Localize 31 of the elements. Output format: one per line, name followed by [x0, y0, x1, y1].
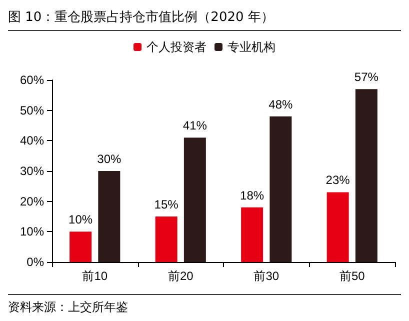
data-label: 41%: [182, 118, 208, 133]
text: 资料来源：上交所年鉴: [8, 294, 401, 316]
data-label: 57%: [354, 70, 379, 84]
y-tick-label: 0%: [26, 255, 44, 269]
y-tick-label: 20%: [20, 194, 44, 208]
data-label: 10%: [68, 212, 93, 227]
data-label: 23%: [326, 173, 350, 188]
bar: [70, 232, 92, 262]
data-label: 18%: [240, 188, 264, 202]
bar: [326, 192, 349, 262]
data-label: 48%: [268, 97, 294, 112]
bar: [355, 89, 378, 262]
y-tick-label: 30%: [20, 164, 44, 178]
x-tick-label: 前20: [168, 269, 194, 283]
legend-label: 个人投资者: [146, 40, 206, 54]
x-tick-label: 前50: [339, 269, 366, 283]
data-label: 15%: [154, 198, 179, 212]
x-tick-label: 前10: [82, 269, 108, 283]
chart-title: 图 10：重仓股票占持仓市值比例（2020 年）: [8, 8, 401, 31]
bar: [241, 207, 264, 262]
y-tick-label: 60%: [20, 73, 44, 87]
y-tick-label: 10%: [20, 224, 44, 239]
bar: [98, 171, 120, 262]
bar: [184, 138, 206, 262]
data-label: 30%: [97, 152, 122, 166]
bar: [270, 116, 292, 262]
y-tick-label: 50%: [20, 103, 44, 118]
bar: [155, 216, 178, 262]
legend-label: 专业机构: [228, 40, 276, 54]
x-tick-label: 前30: [254, 269, 280, 283]
y-tick-label: 40%: [20, 134, 44, 148]
